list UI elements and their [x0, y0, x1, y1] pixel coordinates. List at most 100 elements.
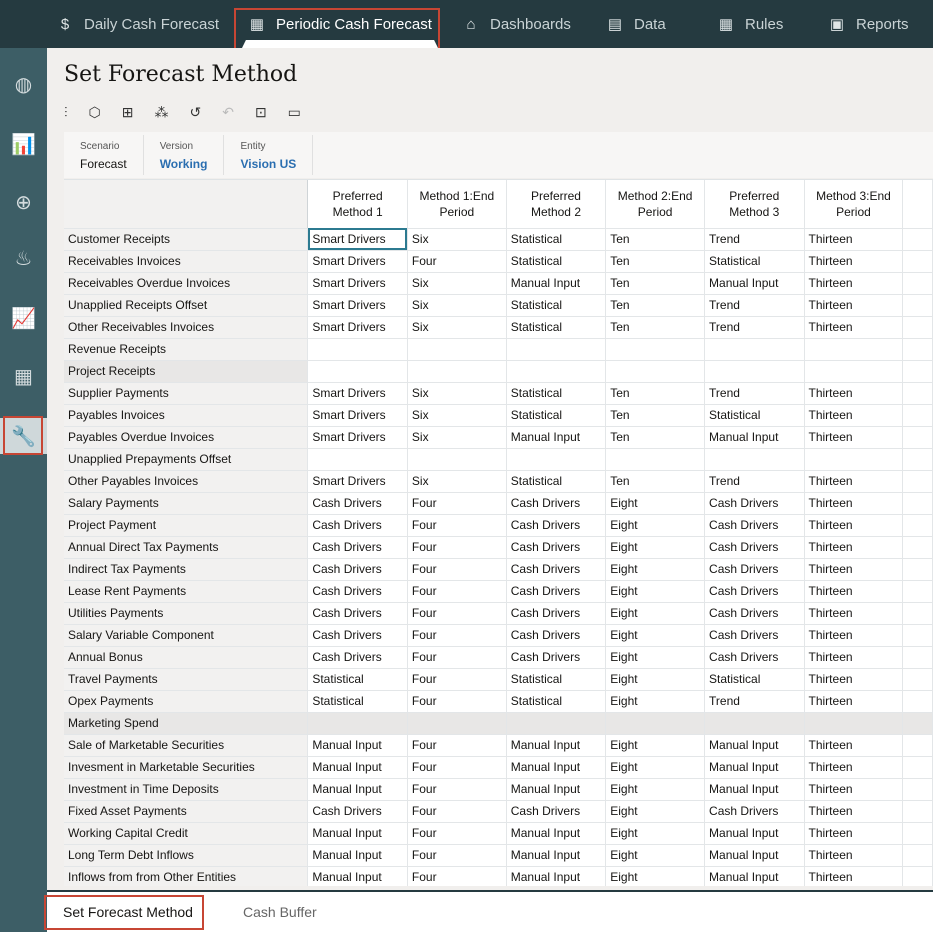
grid-cell[interactable]: Six [407, 316, 507, 339]
grid-cell[interactable]: Ten [605, 294, 706, 317]
grid-cell[interactable]: Statistical [307, 690, 408, 713]
grid-cell[interactable]: Eight [605, 690, 706, 713]
grid-cell[interactable]: Cash Drivers [307, 514, 408, 537]
grid-cell[interactable]: Cash Drivers [506, 558, 607, 581]
grid-cell[interactable]: Statistical [506, 294, 607, 317]
grid-cell[interactable]: Trend [704, 316, 805, 339]
grid-cell[interactable] [605, 712, 706, 735]
grid-cell[interactable]: Manual Input [704, 272, 805, 295]
grid-cell[interactable]: Manual Input [307, 778, 408, 801]
grid-cell[interactable] [307, 712, 408, 735]
grid-cell[interactable]: Statistical [704, 250, 805, 273]
grid-cell[interactable]: Manual Input [506, 844, 607, 867]
grid-cell[interactable]: Manual Input [704, 426, 805, 449]
grid-cell[interactable]: Cash Drivers [307, 558, 408, 581]
grid-cell[interactable]: Thirteen [804, 646, 904, 669]
grid-cell[interactable]: Cash Drivers [506, 536, 607, 559]
grid-cell[interactable]: Eight [605, 844, 706, 867]
grid-cell[interactable]: Thirteen [804, 316, 904, 339]
grid-cell[interactable]: Cash Drivers [307, 646, 408, 669]
grid-cell[interactable] [506, 338, 607, 361]
grid-cell[interactable]: Trend [704, 228, 805, 251]
grid-cell[interactable]: Smart Drivers [307, 316, 408, 339]
grid-cell[interactable]: Thirteen [804, 778, 904, 801]
grid-cell[interactable]: Smart Drivers [307, 382, 408, 405]
grid-cell[interactable]: Statistical [506, 316, 607, 339]
grid-cell[interactable]: Ten [605, 316, 706, 339]
grid-cell[interactable]: Manual Input [307, 866, 408, 886]
grid-cell[interactable]: Eight [605, 514, 706, 537]
grid-cell[interactable]: Thirteen [804, 470, 904, 493]
grid-cell[interactable]: Manual Input [506, 734, 607, 757]
grid-cell[interactable]: Eight [605, 492, 706, 515]
grid-cell[interactable]: Cash Drivers [704, 514, 805, 537]
grid-cell[interactable] [605, 360, 706, 383]
sidebar-item-2[interactable]: 📊 [0, 126, 47, 162]
grid-cell[interactable]: Thirteen [804, 558, 904, 581]
grid-cell[interactable]: Six [407, 382, 507, 405]
grid-cell[interactable]: Ten [605, 404, 706, 427]
grid-cell[interactable]: Manual Input [506, 866, 607, 886]
grid-cell[interactable]: Thirteen [804, 602, 904, 625]
grid-cell[interactable]: Four [407, 822, 507, 845]
grid-cell[interactable]: Thirteen [804, 536, 904, 559]
grid-cell[interactable]: Manual Input [704, 866, 805, 886]
grid-cell[interactable]: Eight [605, 646, 706, 669]
grid-cell[interactable]: Four [407, 778, 507, 801]
nav-tab-periodic-cash-forecast[interactable]: ▦ Periodic Cash Forecast [248, 0, 432, 48]
grid-cell[interactable]: Cash Drivers [506, 580, 607, 603]
nav-tab-reports[interactable]: ▣ Reports [828, 0, 909, 48]
pov-value[interactable]: Working [159, 157, 208, 171]
grid-cell[interactable]: Manual Input [506, 778, 607, 801]
grid-cell[interactable]: Manual Input [307, 844, 408, 867]
grid-cell[interactable]: Six [407, 228, 507, 251]
grid-cell[interactable]: Cash Drivers [704, 800, 805, 823]
comment-add-icon[interactable]: ⊞ [121, 104, 134, 120]
grid-cell[interactable]: Cash Drivers [506, 624, 607, 647]
grid-cell[interactable]: Thirteen [804, 822, 904, 845]
grid-cell[interactable]: Manual Input [307, 756, 408, 779]
grid-cell[interactable] [407, 338, 507, 361]
grid-cell[interactable]: Manual Input [704, 734, 805, 757]
grid-cell[interactable]: Statistical [506, 668, 607, 691]
grid-cell[interactable]: Thirteen [804, 690, 904, 713]
grid-cell[interactable] [804, 448, 904, 471]
grid-cell[interactable]: Manual Input [506, 426, 607, 449]
grid-cell[interactable]: Thirteen [804, 624, 904, 647]
nav-tab-dashboards[interactable]: ⌂ Dashboards [462, 0, 570, 48]
grid-cell[interactable]: Thirteen [804, 756, 904, 779]
grid-cell[interactable]: Thirteen [804, 250, 904, 273]
grid-cell[interactable]: Four [407, 602, 507, 625]
grid-cell[interactable]: Cash Drivers [704, 536, 805, 559]
grid-cell[interactable]: Four [407, 690, 507, 713]
grid-cell[interactable]: Statistical [506, 382, 607, 405]
grid-cell[interactable]: Cash Drivers [506, 646, 607, 669]
grid-cell[interactable]: Ten [605, 228, 706, 251]
nav-tab-daily-cash-forecast[interactable]: $ Daily Cash Forecast [56, 0, 219, 48]
grid-cell[interactable]: Cash Drivers [704, 602, 805, 625]
grid-cell[interactable]: Thirteen [804, 382, 904, 405]
grid-cell[interactable] [605, 338, 706, 361]
grid-cell[interactable]: Four [407, 668, 507, 691]
sidebar-item-3[interactable]: ⊕ [0, 184, 47, 220]
undo-icon[interactable]: ↶ [222, 104, 234, 120]
grid-cell[interactable] [307, 338, 408, 361]
grid-cell[interactable] [704, 338, 805, 361]
grid-cell[interactable]: Thirteen [804, 426, 904, 449]
grid-cell[interactable]: Thirteen [804, 844, 904, 867]
grid-cell[interactable]: Statistical [704, 668, 805, 691]
history-icon[interactable]: ↺ [189, 104, 202, 120]
grid-cell[interactable]: Ten [605, 382, 706, 405]
sidebar-item-1[interactable]: ◍ [0, 66, 47, 102]
grid-cell[interactable]: Eight [605, 602, 706, 625]
grid-cell[interactable] [804, 338, 904, 361]
grid-cell[interactable]: Cash Drivers [506, 800, 607, 823]
grid-cell[interactable] [307, 448, 408, 471]
grid-cell[interactable] [307, 360, 408, 383]
grid-cell[interactable]: Smart Drivers [307, 426, 408, 449]
grid-cell[interactable] [506, 448, 607, 471]
tab-cash-buffer[interactable]: Cash Buffer [243, 904, 317, 920]
grid-cell[interactable] [506, 360, 607, 383]
grid-cell[interactable]: Thirteen [804, 668, 904, 691]
grid-cell[interactable] [407, 712, 507, 735]
